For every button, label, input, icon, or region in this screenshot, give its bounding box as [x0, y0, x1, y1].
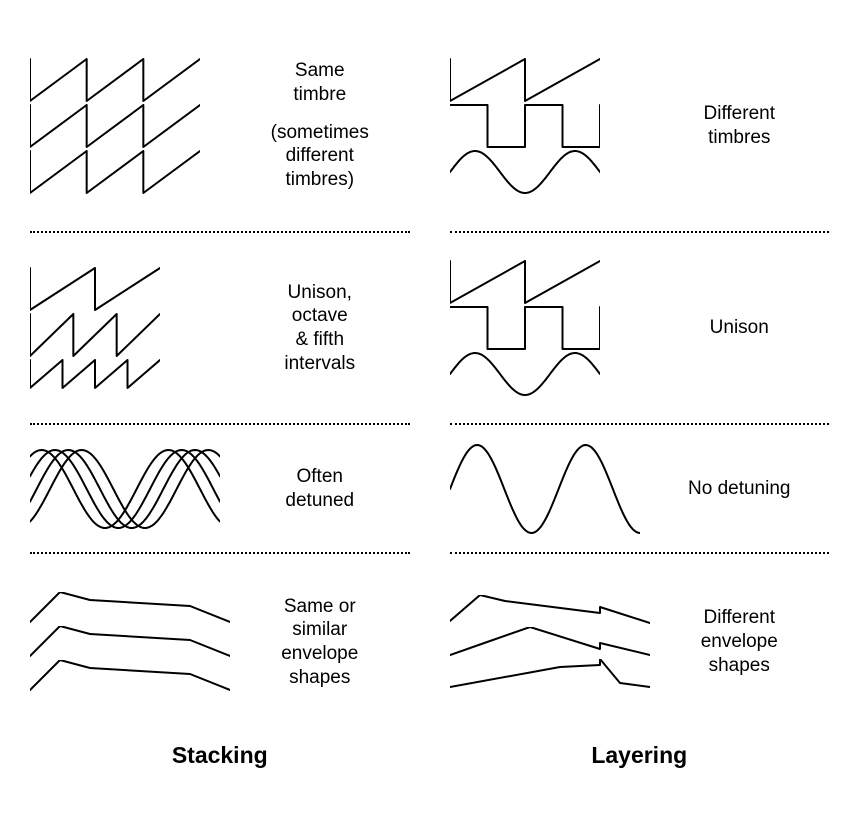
layering-envelope-label: Differentenvelopeshapes [650, 606, 830, 677]
sawtooth-wave-icon [30, 267, 160, 311]
sawtooth-wave-icon [450, 260, 600, 304]
stacking-detune-label: Oftendetuned [230, 465, 410, 513]
layering-detune-waves [450, 444, 650, 534]
sawtooth-wave-icon [30, 313, 160, 357]
layering-detune-text: No detuning [688, 478, 790, 499]
detuned-sine-icon [30, 449, 220, 529]
sawtooth-wave-icon [30, 104, 200, 148]
stacking-title: Stacking [30, 730, 410, 780]
layering-detune-label: No detuning [650, 477, 830, 501]
envelope-shape-icon [450, 627, 650, 657]
layering-timbre-waves [450, 58, 650, 194]
envelope-shape-icon [450, 659, 650, 689]
stacking-envelope-shapes [30, 592, 230, 692]
stacking-timbre-label: Sametimbre (sometimesdifferenttimbres) [230, 59, 410, 192]
layering-timbre-text: Differenttimbres [704, 103, 775, 148]
stacking-timbre-subtext: (sometimesdifferenttimbres) [230, 121, 410, 192]
envelope-shape-icon [30, 660, 230, 692]
layering-timbre-label: Differenttimbres [650, 102, 830, 150]
stacking-column: Sametimbre (sometimesdifferenttimbres) U… [30, 20, 410, 780]
square-wave-icon [450, 306, 600, 350]
stacking-timbre-text: Sametimbre [293, 60, 346, 105]
layering-column: Differenttimbres Unison No detuning [450, 20, 830, 780]
sine-wave-icon [450, 444, 640, 534]
stacking-envelope-text: Same orsimilarenvelopeshapes [281, 596, 358, 688]
stacking-interval-label: Unison,octave& fifthintervals [230, 281, 410, 376]
envelope-shape-icon [30, 592, 230, 624]
diagram-root: Sametimbre (sometimesdifferenttimbres) U… [0, 0, 859, 835]
layering-envelope-text: Differentenvelopeshapes [701, 607, 778, 676]
sine-wave-icon [450, 352, 600, 396]
sawtooth-wave-icon [30, 58, 200, 102]
layering-envelope-row: Differentenvelopeshapes [450, 554, 830, 730]
envelope-shape-icon [30, 626, 230, 658]
sawtooth-wave-icon [450, 58, 600, 102]
layering-interval-text: Unison [710, 317, 769, 338]
stacking-interval-row: Unison,octave& fifthintervals [30, 233, 410, 423]
stacking-timbre-waves [30, 58, 230, 194]
stacking-envelope-label: Same orsimilarenvelopeshapes [230, 595, 410, 690]
stacking-detune-text: Oftendetuned [285, 466, 354, 511]
layering-envelope-shapes [450, 595, 650, 689]
stacking-envelope-row: Same orsimilarenvelopeshapes [30, 554, 410, 730]
layering-interval-label: Unison [650, 316, 830, 340]
stacking-interval-text: Unison,octave& fifthintervals [284, 282, 355, 374]
envelope-shape-icon [450, 595, 650, 625]
layering-interval-row: Unison [450, 233, 830, 423]
stacking-interval-waves [30, 267, 230, 389]
sine-wave-icon [450, 150, 600, 194]
layering-interval-waves [450, 260, 650, 396]
layering-detune-row: No detuning [450, 425, 830, 552]
square-wave-icon [450, 104, 600, 148]
sawtooth-wave-icon [30, 359, 160, 389]
stacking-detune-waves [30, 449, 230, 529]
layering-timbre-row: Differenttimbres [450, 20, 830, 231]
layering-title: Layering [450, 730, 830, 780]
columns: Sametimbre (sometimesdifferenttimbres) U… [30, 20, 829, 780]
sawtooth-wave-icon [30, 150, 200, 194]
stacking-timbre-row: Sametimbre (sometimesdifferenttimbres) [30, 20, 410, 231]
stacking-detune-row: Oftendetuned [30, 425, 410, 552]
